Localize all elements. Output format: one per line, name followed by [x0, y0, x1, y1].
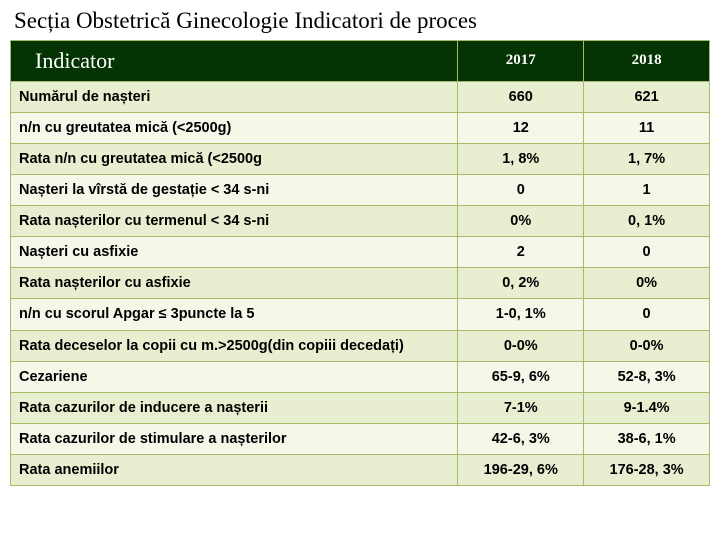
row-value-2017: 1, 8% [458, 143, 584, 174]
table-row: Cezariene65-9, 6%52-8, 3% [11, 361, 710, 392]
row-value-2017: 660 [458, 81, 584, 112]
row-value-2018: 1, 7% [584, 143, 710, 174]
table-row: n/n cu greutatea mică (<2500g)1211 [11, 112, 710, 143]
row-value-2018: 176-28, 3% [584, 455, 710, 486]
table-row: Rata deceselor la copii cu m.>2500g(din … [11, 330, 710, 361]
row-value-2018: 0-0% [584, 330, 710, 361]
row-label: Rata nașterilor cu asfixie [11, 268, 458, 299]
row-label: Nașteri la vîrstă de gestație < 34 s-ni [11, 174, 458, 205]
row-value-2018: 1 [584, 174, 710, 205]
row-value-2018: 38-6, 1% [584, 423, 710, 454]
row-value-2017: 65-9, 6% [458, 361, 584, 392]
row-value-2018: 0 [584, 299, 710, 330]
row-label: Rata nașterilor cu termenul < 34 s-ni [11, 206, 458, 237]
row-value-2017: 12 [458, 112, 584, 143]
table-row: Rata nașterilor cu termenul < 34 s-ni0%0… [11, 206, 710, 237]
row-value-2018: 0% [584, 268, 710, 299]
row-label: Numărul de nașteri [11, 81, 458, 112]
table-row: Nașteri cu asfixie20 [11, 237, 710, 268]
row-value-2017: 0-0% [458, 330, 584, 361]
table-body: Numărul de nașteri660621n/n cu greutatea… [11, 81, 710, 486]
row-value-2018: 0 [584, 237, 710, 268]
row-label: Rata n/n cu greutatea mică (<2500g [11, 143, 458, 174]
col-header-indicator: Indicator [11, 41, 458, 82]
row-value-2018: 621 [584, 81, 710, 112]
row-label: Rata deceselor la copii cu m.>2500g(din … [11, 330, 458, 361]
row-label: Nașteri cu asfixie [11, 237, 458, 268]
table-row: Numărul de nașteri660621 [11, 81, 710, 112]
row-label: n/n cu greutatea mică (<2500g) [11, 112, 458, 143]
row-label: Cezariene [11, 361, 458, 392]
row-value-2017: 0 [458, 174, 584, 205]
row-label: Rata cazurilor de stimulare a nașterilor [11, 423, 458, 454]
row-value-2018: 0, 1% [584, 206, 710, 237]
row-value-2017: 0% [458, 206, 584, 237]
row-value-2017: 2 [458, 237, 584, 268]
col-header-2017: 2017 [458, 41, 584, 82]
row-value-2018: 9-1.4% [584, 392, 710, 423]
row-label: Rata anemiilor [11, 455, 458, 486]
table-header-row: Indicator 2017 2018 [11, 41, 710, 82]
table-row: Rata cazurilor de inducere a nașterii7-1… [11, 392, 710, 423]
col-header-2018: 2018 [584, 41, 710, 82]
indicators-table: Indicator 2017 2018 Numărul de nașteri66… [10, 40, 710, 486]
row-value-2018: 11 [584, 112, 710, 143]
slide-root: { "title": "Secția Obstetrică Ginecologi… [0, 0, 720, 540]
row-label: n/n cu scorul Apgar ≤ 3puncte la 5 [11, 299, 458, 330]
row-value-2017: 196-29, 6% [458, 455, 584, 486]
slide-title-text: Secția Obstetrică Ginecologie Indicatori… [14, 8, 477, 33]
row-value-2017: 42-6, 3% [458, 423, 584, 454]
table-row: Nașteri la vîrstă de gestație < 34 s-ni0… [11, 174, 710, 205]
row-value-2017: 0, 2% [458, 268, 584, 299]
table-row: Rata anemiilor196-29, 6%176-28, 3% [11, 455, 710, 486]
table-row: Rata cazurilor de stimulare a nașterilor… [11, 423, 710, 454]
table-row: Rata nașterilor cu asfixie0, 2%0% [11, 268, 710, 299]
slide-title: Secția Obstetrică Ginecologie Indicatori… [10, 8, 710, 34]
row-value-2018: 52-8, 3% [584, 361, 710, 392]
table-row: n/n cu scorul Apgar ≤ 3puncte la 51-0, 1… [11, 299, 710, 330]
table-row: Rata n/n cu greutatea mică (<2500g1, 8%1… [11, 143, 710, 174]
row-value-2017: 1-0, 1% [458, 299, 584, 330]
row-value-2017: 7-1% [458, 392, 584, 423]
row-label: Rata cazurilor de inducere a nașterii [11, 392, 458, 423]
